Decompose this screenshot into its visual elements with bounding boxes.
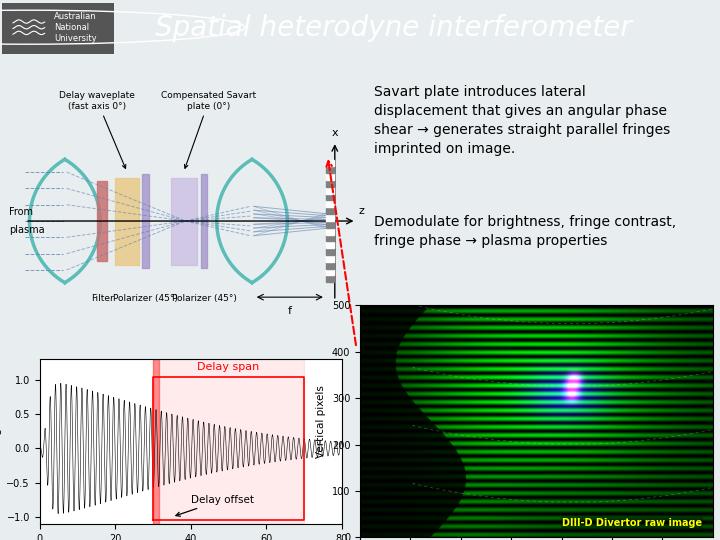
Bar (325, 221, 333, 228)
Text: Australian
National
University: Australian National University (54, 12, 96, 43)
Text: Compensated Savart
plate (0°): Compensated Savart plate (0°) (161, 91, 256, 168)
Text: Delay span: Delay span (197, 362, 260, 372)
Text: Delay offset: Delay offset (176, 495, 253, 516)
Bar (325, 241, 333, 248)
Text: Spatial heterodyne interferometer: Spatial heterodyne interferometer (155, 15, 631, 42)
Bar (142, 174, 149, 268)
Bar (325, 201, 333, 207)
Bar (325, 180, 333, 187)
Bar (153, 360, 158, 524)
Text: From: From (9, 207, 33, 217)
Bar (325, 187, 333, 193)
Text: Demodulate for brightness, fringe contrast,
fringe phase → plasma properties: Demodulate for brightness, fringe contra… (374, 215, 676, 248)
Bar (325, 269, 333, 275)
Bar (325, 194, 333, 200)
Text: Filter: Filter (91, 294, 114, 302)
Bar (325, 228, 333, 234)
Bar (325, 214, 333, 221)
Text: plasma: plasma (9, 225, 45, 235)
Bar (153, 360, 304, 524)
Text: Savart plate introduces lateral
displacement that gives an angular phase
shear →: Savart plate introduces lateral displace… (374, 85, 670, 156)
Bar (115, 178, 138, 265)
Bar (325, 262, 333, 268)
Bar (325, 166, 333, 173)
Text: f: f (288, 306, 292, 316)
Bar (325, 276, 333, 282)
Bar (325, 235, 333, 241)
Y-axis label: Interferogram: Interferogram (0, 403, 1, 481)
Bar (325, 248, 333, 255)
Bar (171, 178, 197, 265)
Text: Delay waveplate
(fast axis 0°): Delay waveplate (fast axis 0°) (59, 91, 135, 168)
Text: Polarizer (45°): Polarizer (45°) (113, 294, 178, 302)
Text: z: z (359, 206, 364, 215)
Bar (325, 255, 333, 262)
Bar (325, 160, 333, 166)
Bar (2, 3, 114, 54)
Text: x: x (331, 127, 338, 138)
Text: DIII-D Divertor raw image: DIII-D Divertor raw image (562, 518, 702, 528)
Text: Polarizer (45°): Polarizer (45°) (171, 294, 237, 302)
Bar (325, 207, 333, 214)
Y-axis label: Vertical pixels: Vertical pixels (316, 385, 326, 458)
Bar (201, 174, 207, 268)
Bar (97, 181, 107, 261)
Bar (325, 173, 333, 180)
